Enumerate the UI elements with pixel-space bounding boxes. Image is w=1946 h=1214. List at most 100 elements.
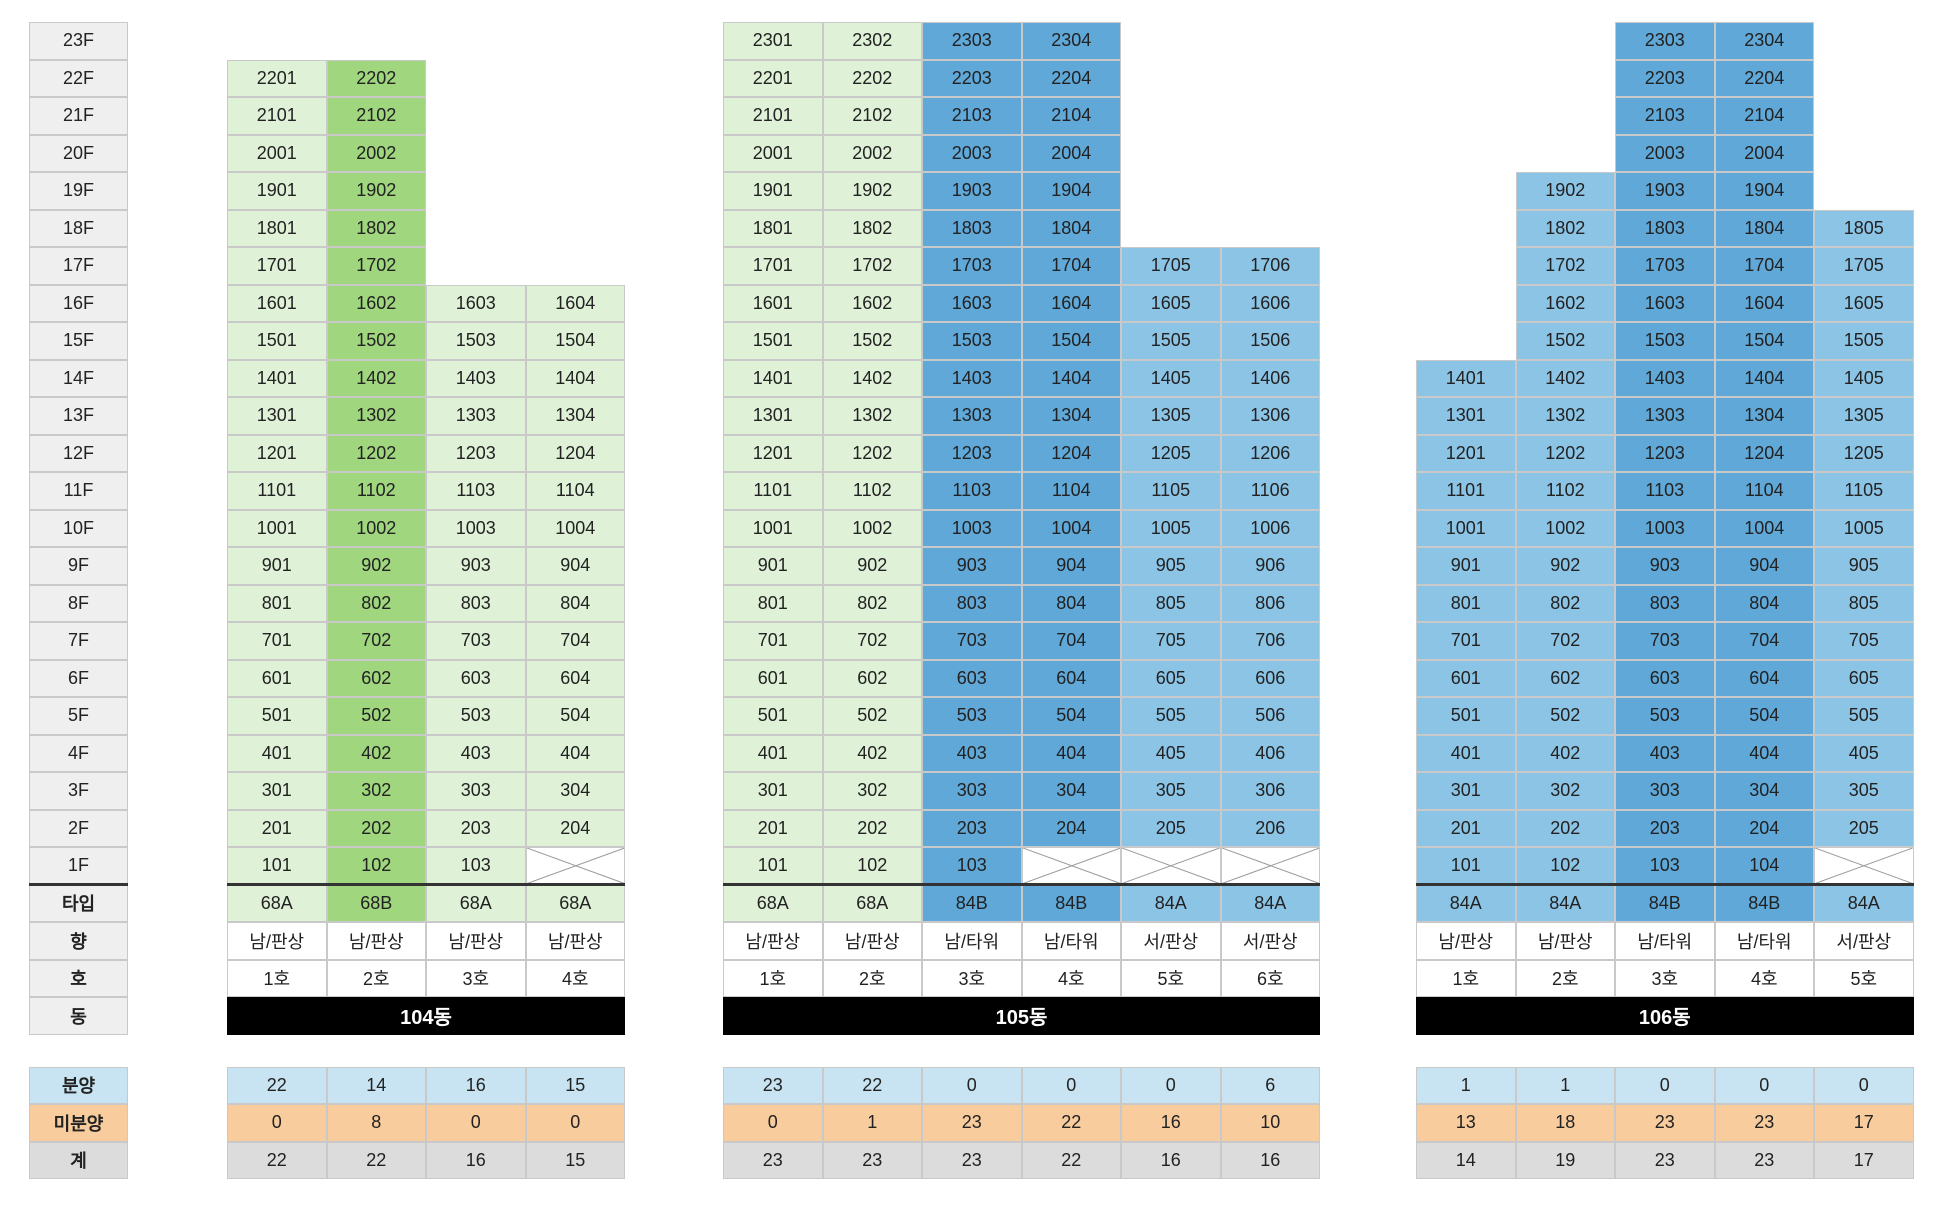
unit-cell[interactable]: 1404 <box>1714 359 1814 397</box>
unit-cell[interactable]: 503 <box>922 697 1022 735</box>
unit-cell[interactable]: 404 <box>1714 734 1814 772</box>
unit-cell[interactable]: 1603 <box>922 284 1022 322</box>
unit-cell[interactable]: 504 <box>1021 697 1121 735</box>
unit-cell[interactable]: 703 <box>426 622 526 660</box>
unit-cell[interactable]: 201 <box>723 809 823 847</box>
unit-cell[interactable]: 2301 <box>723 22 823 60</box>
unit-cell[interactable]: 801 <box>723 584 823 622</box>
unit-cell[interactable]: 502 <box>1515 697 1615 735</box>
unit-cell[interactable]: 1304 <box>1714 397 1814 435</box>
unit-cell[interactable]: 805 <box>1121 584 1221 622</box>
unit-cell[interactable]: 1503 <box>922 322 1022 360</box>
unit-cell[interactable]: 2104 <box>1021 97 1121 135</box>
unit-cell[interactable]: 702 <box>822 622 922 660</box>
unit-cell[interactable]: 2001 <box>227 134 327 172</box>
unit-cell[interactable]: 1702 <box>822 247 922 285</box>
unit-cell[interactable]: 305 <box>1814 772 1914 810</box>
unit-cell[interactable]: 702 <box>1515 622 1615 660</box>
unit-cell[interactable]: 503 <box>1615 697 1715 735</box>
unit-cell[interactable]: 1404 <box>1021 359 1121 397</box>
unit-cell[interactable]: 2001 <box>723 134 823 172</box>
unit-cell[interactable]: 704 <box>1714 622 1814 660</box>
unit-cell[interactable]: 2101 <box>227 97 327 135</box>
unit-cell[interactable]: 1601 <box>723 284 823 322</box>
unit-cell[interactable]: 1702 <box>1515 247 1615 285</box>
unit-cell[interactable]: 301 <box>723 772 823 810</box>
unit-cell[interactable]: 1005 <box>1814 509 1914 547</box>
unit-cell[interactable]: 806 <box>1220 584 1320 622</box>
unit-cell[interactable]: 1903 <box>922 172 1022 210</box>
unit-cell[interactable]: 1904 <box>1714 172 1814 210</box>
unit-cell[interactable]: 404 <box>525 734 625 772</box>
unit-cell[interactable]: 1403 <box>426 359 526 397</box>
unit-cell[interactable]: 1701 <box>227 247 327 285</box>
unit-cell[interactable]: 206 <box>1220 809 1320 847</box>
unit-cell[interactable]: 2104 <box>1714 97 1814 135</box>
unit-cell[interactable]: 1202 <box>822 434 922 472</box>
unit-cell[interactable]: 1102 <box>1515 472 1615 510</box>
unit-cell[interactable]: 1502 <box>326 322 426 360</box>
unit-cell[interactable]: 601 <box>227 659 327 697</box>
unit-cell[interactable]: 1201 <box>723 434 823 472</box>
unit-cell[interactable]: 1803 <box>922 209 1022 247</box>
unit-cell[interactable]: 1204 <box>1021 434 1121 472</box>
unit-cell[interactable]: 902 <box>326 547 426 585</box>
unit-cell[interactable]: 804 <box>1021 584 1121 622</box>
unit-cell[interactable]: 1303 <box>922 397 1022 435</box>
unit-cell[interactable]: 1706 <box>1220 247 1320 285</box>
unit-cell[interactable]: 1602 <box>1515 284 1615 322</box>
unit-cell[interactable]: 602 <box>1515 659 1615 697</box>
unit-cell[interactable]: 1303 <box>1615 397 1715 435</box>
unit-cell[interactable]: 603 <box>426 659 526 697</box>
unit-cell[interactable]: 405 <box>1814 734 1914 772</box>
unit-cell[interactable]: 203 <box>426 809 526 847</box>
unit-cell[interactable]: 903 <box>1615 547 1715 585</box>
unit-cell[interactable]: 1504 <box>1714 322 1814 360</box>
unit-cell[interactable]: 1304 <box>525 397 625 435</box>
unit-cell[interactable]: 101 <box>1416 847 1516 885</box>
unit-cell[interactable]: 2102 <box>326 97 426 135</box>
unit-cell[interactable]: 1206 <box>1220 434 1320 472</box>
unit-cell[interactable]: 1302 <box>326 397 426 435</box>
unit-cell[interactable]: 1003 <box>922 509 1022 547</box>
unit-cell[interactable]: 1401 <box>227 359 327 397</box>
unit-cell[interactable]: 305 <box>1121 772 1221 810</box>
unit-cell[interactable]: 103 <box>1615 847 1715 885</box>
unit-cell[interactable]: 902 <box>1515 547 1615 585</box>
unit-cell[interactable]: 1201 <box>1416 434 1516 472</box>
unit-cell[interactable]: 1802 <box>822 209 922 247</box>
unit-cell[interactable]: 1103 <box>922 472 1022 510</box>
unit-cell[interactable]: 502 <box>822 697 922 735</box>
unit-cell[interactable]: 1301 <box>723 397 823 435</box>
unit-cell[interactable]: 1804 <box>1021 209 1121 247</box>
unit-cell[interactable]: 604 <box>1714 659 1814 697</box>
unit-cell[interactable]: 1502 <box>822 322 922 360</box>
unit-cell[interactable]: 1002 <box>326 509 426 547</box>
unit-cell[interactable]: 2304 <box>1714 22 1814 60</box>
unit-cell[interactable]: 1406 <box>1220 359 1320 397</box>
unit-cell[interactable]: 601 <box>1416 659 1516 697</box>
unit-cell[interactable]: 302 <box>326 772 426 810</box>
unit-cell[interactable]: 701 <box>227 622 327 660</box>
unit-cell[interactable]: 906 <box>1220 547 1320 585</box>
unit-cell[interactable]: 203 <box>922 809 1022 847</box>
unit-cell[interactable]: 1202 <box>326 434 426 472</box>
unit-cell[interactable]: 804 <box>1714 584 1814 622</box>
unit-cell[interactable]: 503 <box>426 697 526 735</box>
unit-cell[interactable]: 404 <box>1021 734 1121 772</box>
unit-cell[interactable]: 102 <box>326 847 426 885</box>
unit-cell[interactable]: 801 <box>227 584 327 622</box>
unit-cell[interactable]: 201 <box>227 809 327 847</box>
unit-cell[interactable]: 1705 <box>1121 247 1221 285</box>
unit-cell[interactable]: 2101 <box>723 97 823 135</box>
unit-cell[interactable]: 204 <box>1714 809 1814 847</box>
unit-cell[interactable]: 204 <box>525 809 625 847</box>
unit-cell[interactable]: 1303 <box>426 397 526 435</box>
unit-cell[interactable]: 501 <box>227 697 327 735</box>
unit-cell[interactable]: 302 <box>822 772 922 810</box>
unit-cell[interactable]: 2204 <box>1714 59 1814 97</box>
unit-cell[interactable]: 1004 <box>1021 509 1121 547</box>
unit-cell[interactable]: 2004 <box>1021 134 1121 172</box>
unit-cell[interactable]: 1501 <box>227 322 327 360</box>
unit-cell[interactable]: 703 <box>922 622 1022 660</box>
